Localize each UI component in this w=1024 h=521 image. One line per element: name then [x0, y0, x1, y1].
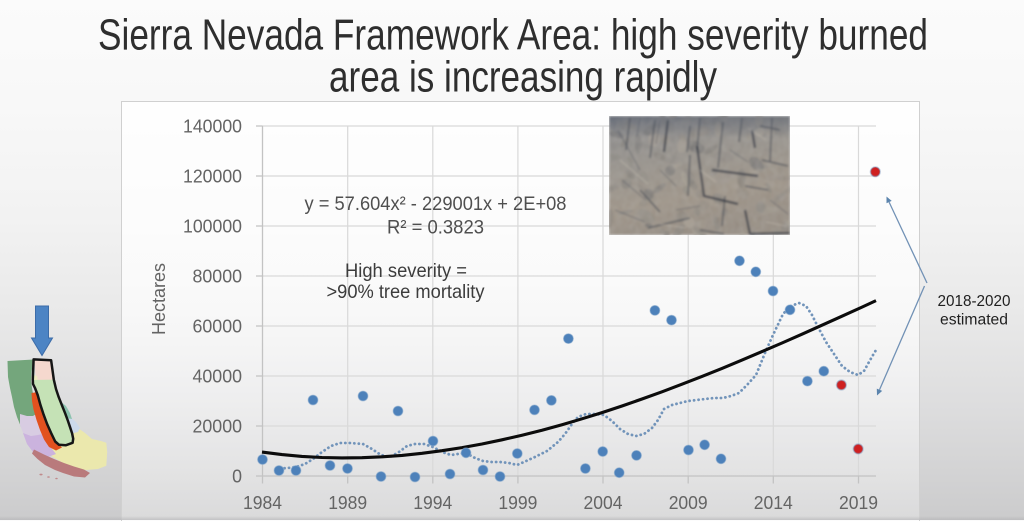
- svg-text:0: 0: [232, 467, 242, 487]
- svg-text:2018-2020: 2018-2020: [938, 293, 1011, 310]
- svg-text:Hectares: Hectares: [149, 263, 169, 335]
- svg-text:120000: 120000: [183, 167, 242, 187]
- svg-text:1999: 1999: [498, 493, 537, 513]
- svg-text:2019: 2019: [839, 493, 878, 513]
- svg-text:area is increasing rapidly: area is increasing rapidly: [329, 53, 717, 102]
- svg-text:80000: 80000: [193, 267, 243, 287]
- svg-text:2004: 2004: [584, 493, 623, 513]
- svg-text:100000: 100000: [183, 217, 242, 237]
- svg-text:estimated: estimated: [940, 312, 1008, 329]
- svg-text:>90% tree mortality: >90% tree mortality: [327, 281, 485, 303]
- svg-text:High severity =: High severity =: [345, 260, 467, 282]
- svg-text:2009: 2009: [669, 493, 708, 513]
- svg-text:y = 57.604x² - 229001x + 2E+08: y = 57.604x² - 229001x + 2E+08: [305, 193, 567, 215]
- svg-text:60000: 60000: [193, 317, 243, 337]
- svg-text:1989: 1989: [328, 493, 367, 513]
- svg-text:40000: 40000: [193, 367, 243, 387]
- svg-text:Sierra Nevada Framework Area:: Sierra Nevada Framework Area: high sever…: [98, 11, 928, 60]
- svg-text:2014: 2014: [754, 493, 793, 513]
- svg-text:20000: 20000: [193, 417, 243, 437]
- svg-text:1984: 1984: [243, 493, 282, 513]
- svg-text:140000: 140000: [183, 117, 242, 137]
- svg-text:R² = 0.3823: R² = 0.3823: [387, 217, 484, 239]
- svg-text:1994: 1994: [413, 493, 452, 513]
